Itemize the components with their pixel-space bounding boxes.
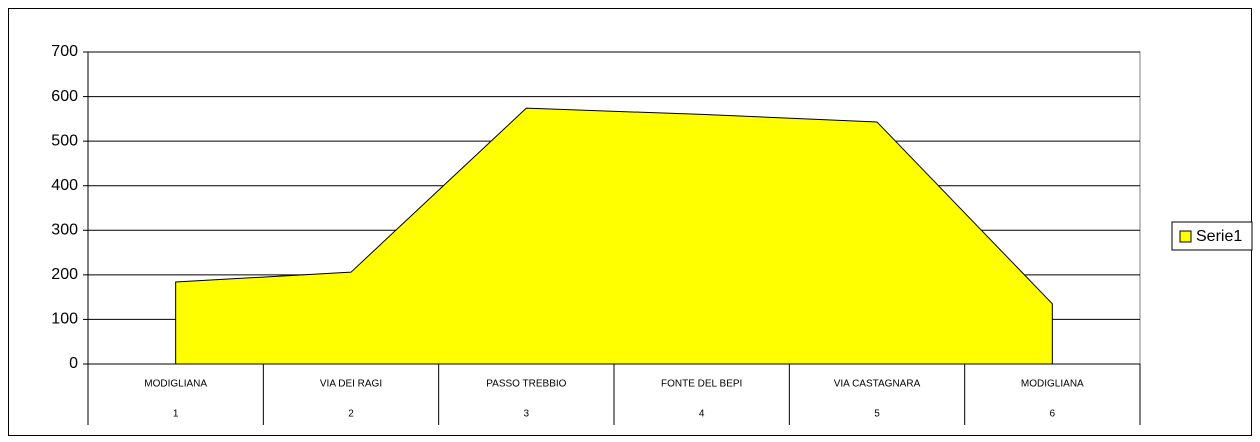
x-tick-label: VIA DEI RAGI — [320, 379, 382, 390]
y-tick-label: 700 — [51, 43, 78, 60]
x-subtick-label: 5 — [874, 409, 880, 420]
area — [175, 107, 1053, 365]
y-tick-label: 200 — [51, 266, 78, 283]
x-tick-label: VIA CASTAGNARA — [834, 379, 921, 390]
y-tick-label: 100 — [51, 311, 78, 328]
x-tick-label: MODIGLIANA — [144, 379, 207, 390]
y-tick-label: 400 — [51, 177, 78, 194]
y-tick-label: 600 — [51, 88, 78, 105]
x-subtick-label: 6 — [1050, 409, 1056, 420]
legend-label: Serie1 — [1196, 228, 1242, 245]
x-tick-label: PASSO TREBBIO — [486, 379, 566, 390]
x-subtick-label: 2 — [348, 409, 354, 420]
legend-swatch — [1179, 230, 1192, 243]
x-tick-label: FONTE DEL BEPI — [661, 379, 742, 390]
x-subtick-label: 1 — [173, 409, 179, 420]
x-subtick-label: 4 — [699, 409, 705, 420]
x-subtick-label: 3 — [524, 409, 530, 420]
y-tick-label: 300 — [51, 222, 78, 239]
x-tick-label: MODIGLIANA — [1021, 379, 1084, 390]
y-tick-label: 500 — [51, 132, 78, 149]
y-tick-label: 0 — [69, 355, 78, 372]
